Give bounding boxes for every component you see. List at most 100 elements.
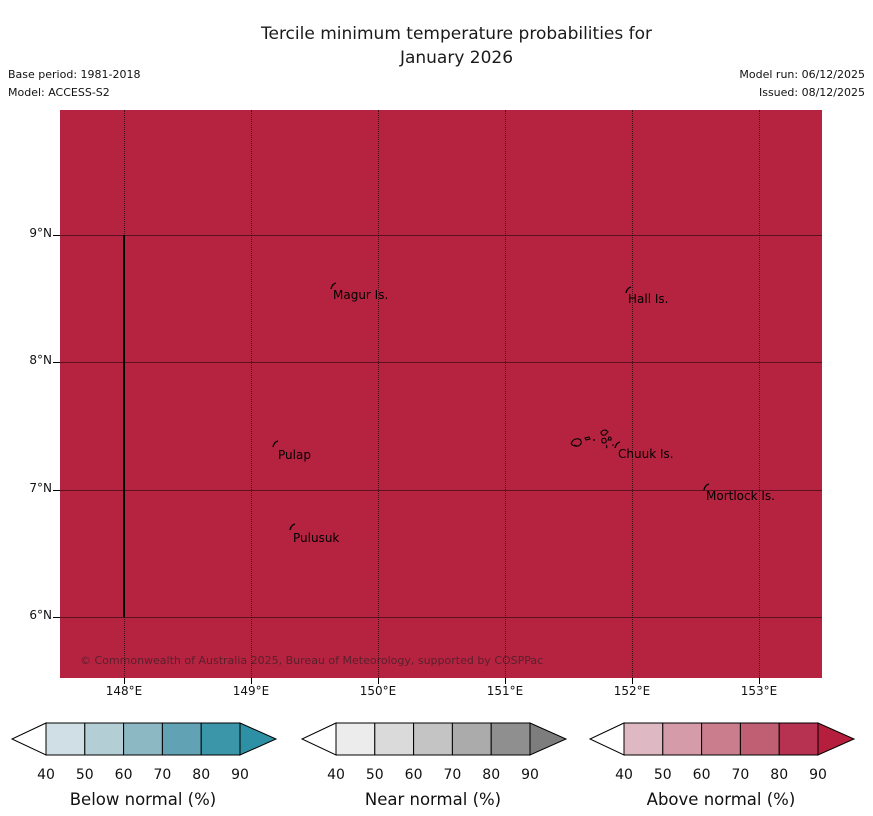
colorbar-segment	[490, 722, 531, 756]
colorbar-tick-label: 60	[115, 767, 133, 783]
gridline-longitude	[378, 110, 379, 678]
colorbar-segment	[123, 722, 163, 756]
y-tick-label: 6°N	[29, 608, 52, 622]
colorbar-segment	[45, 722, 86, 756]
colorbar-tick-label: 50	[654, 767, 672, 783]
colorbar-svg: 40 50 60 70 80 90 Near normal (%)	[300, 722, 568, 809]
meta-left: Base period: 1981-2018 Model: ACCESS-S2	[8, 66, 140, 102]
colorbar-svg: 40 50 60 70 80 90 Below normal (%)	[10, 722, 278, 809]
colorbar-over-arrow	[529, 722, 568, 756]
colorbar-under-arrow	[300, 722, 337, 756]
colorbar-segment	[84, 722, 125, 756]
x-tick-mark	[505, 678, 506, 684]
gridline-longitude	[251, 110, 252, 678]
colorbar-tick-label: 90	[809, 767, 827, 783]
colorbar-segment	[374, 722, 415, 756]
x-tick-label: 153°E	[740, 684, 778, 698]
gridline-longitude	[632, 110, 633, 678]
meta-right: Model run: 06/12/2025 Issued: 08/12/2025	[739, 66, 865, 102]
colorbar-svg: 40 50 60 70 80 90 Above normal (%)	[588, 722, 856, 809]
colorbar-under-arrow	[10, 722, 47, 756]
gridline-latitude	[60, 362, 822, 363]
copyright-text: © Commonwealth of Australia 2025, Bureau…	[80, 654, 544, 667]
y-tick-mark	[53, 490, 60, 491]
x-tick-label: 149°E	[232, 684, 270, 698]
colorbar-tick-label: 40	[615, 767, 633, 783]
colorbar-segment	[623, 722, 664, 756]
gridline-longitude	[505, 110, 506, 678]
colorbar-above-normal: 40 50 60 70 80 90 Above normal (%)	[588, 713, 871, 816]
meridian-boundary-line	[123, 235, 125, 617]
colorbar-over-arrow	[239, 722, 278, 756]
colorbar-segment	[778, 722, 819, 756]
legend-row: 40 50 60 70 80 90 Below normal (%) 40 50 60 70 80 90…	[0, 713, 873, 816]
colorbar-tick-label: 80	[770, 767, 788, 783]
chart-title-line1: Tercile minimum temperature probabilitie…	[260, 24, 653, 44]
y-tick-label: 9°N	[29, 226, 52, 240]
model-text: Model: ACCESS-S2	[8, 86, 110, 99]
island-label: Pulusuk	[293, 531, 340, 545]
colorbar-title: Near normal (%)	[365, 790, 501, 809]
gridline-longitude	[759, 110, 760, 678]
island-label: Mortlock Is.	[706, 489, 775, 503]
chart-title-line2: January 2026	[399, 48, 514, 68]
colorbar-segment	[200, 722, 241, 756]
colorbar-tick-label: 40	[37, 767, 55, 783]
colorbar-below-normal: 40 50 60 70 80 90 Below normal (%)	[10, 713, 293, 816]
island-mark-icon	[614, 441, 621, 449]
island-label: Chuuk Is.	[618, 447, 674, 461]
colorbar-tick-label: 60	[405, 767, 423, 783]
colorbar-tick-label: 80	[482, 767, 500, 783]
gridline-latitude	[60, 617, 822, 618]
model-run-text: Model run: 06/12/2025	[739, 68, 865, 81]
colorbar-tick-label: 60	[693, 767, 711, 783]
chuuk-lagoon-islands	[570, 429, 614, 449]
island-mark-icon	[625, 286, 632, 294]
colorbar-near-normal: 40 50 60 70 80 90 Near normal (%)	[300, 713, 583, 816]
x-tick-mark	[632, 678, 633, 684]
colorbar-under-arrow	[588, 722, 625, 756]
colorbar-segment	[739, 722, 780, 756]
x-tick-mark	[759, 678, 760, 684]
colorbar-tick-label: 90	[231, 767, 249, 783]
map-region: © Commonwealth of Australia 2025, Bureau…	[60, 110, 822, 678]
colorbar-segment	[701, 722, 741, 756]
colorbar-segment	[161, 722, 202, 756]
x-tick-mark	[251, 678, 252, 684]
chart-title: Tercile minimum temperature probabilitie…	[40, 22, 873, 70]
island-label: Magur Is.	[333, 288, 389, 302]
x-tick-mark	[378, 678, 379, 684]
colorbar-segment	[451, 722, 492, 756]
colorbar-tick-label: 70	[731, 767, 749, 783]
colorbar-title: Below normal (%)	[70, 790, 217, 809]
x-tick-mark	[124, 678, 125, 684]
y-tick-label: 8°N	[29, 353, 52, 367]
island-mark-icon	[289, 523, 296, 531]
y-tick-mark	[53, 617, 60, 618]
colorbar-tick-label: 70	[443, 767, 461, 783]
colorbar-tick-label: 70	[153, 767, 171, 783]
x-tick-label: 150°E	[359, 684, 397, 698]
y-tick-label: 7°N	[29, 481, 52, 495]
island-mark-icon	[330, 282, 337, 290]
y-tick-mark	[53, 235, 60, 236]
colorbar-segment	[413, 722, 453, 756]
colorbar-tick-label: 80	[192, 767, 210, 783]
colorbar-segment	[335, 722, 376, 756]
base-period-text: Base period: 1981-2018	[8, 68, 141, 81]
colorbar-segment	[662, 722, 703, 756]
colorbar-title: Above normal (%)	[647, 790, 796, 809]
y-tick-mark	[53, 362, 60, 363]
island-mark-icon	[272, 440, 279, 448]
gridline-latitude	[60, 490, 822, 491]
island-label: Hall Is.	[628, 292, 669, 306]
issued-text: Issued: 08/12/2025	[758, 86, 865, 99]
island-mark-icon	[703, 483, 710, 491]
colorbar-tick-label: 90	[521, 767, 539, 783]
colorbar-tick-label: 40	[327, 767, 345, 783]
colorbar-over-arrow	[817, 722, 856, 756]
island-label: Pulap	[278, 448, 311, 462]
colorbar-tick-label: 50	[76, 767, 94, 783]
x-tick-label: 148°E	[105, 684, 143, 698]
